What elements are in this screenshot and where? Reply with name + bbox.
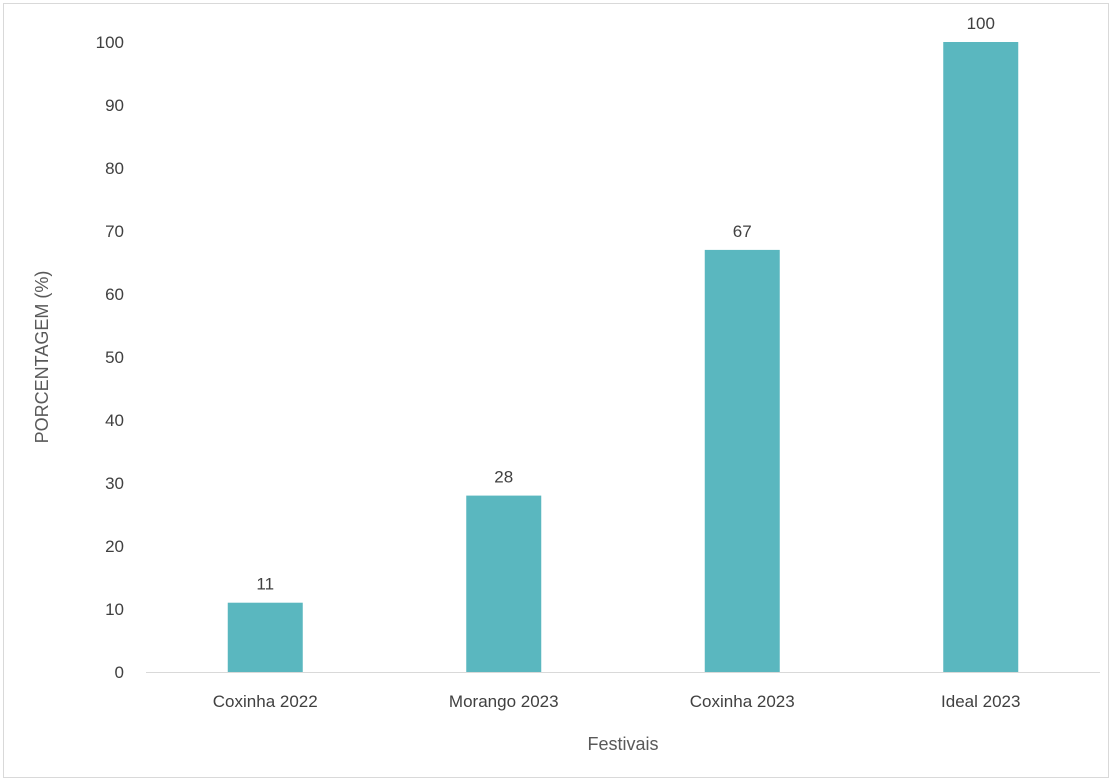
- y-tick-label: 70: [105, 222, 124, 241]
- y-tick-label: 60: [105, 285, 124, 304]
- y-tick-label: 90: [105, 96, 124, 115]
- x-category-label: Morango 2023: [449, 692, 559, 711]
- y-tick-label: 30: [105, 474, 124, 493]
- data-label: 100: [967, 14, 995, 33]
- data-labels: 11 28 67 100: [256, 14, 995, 594]
- x-category-label: Coxinha 2022: [213, 692, 318, 711]
- y-tick-label: 0: [115, 663, 124, 682]
- x-axis-categories: Coxinha 2022 Morango 2023 Coxinha 2023 Idea…: [213, 692, 1021, 711]
- data-label: 67: [733, 222, 752, 241]
- data-label: 28: [494, 468, 513, 487]
- chart-frame: 0 10 20 30 40 50 60 70 80 90 100 11 28 67 100 Coxinha…: [3, 3, 1109, 778]
- x-axis-title: Festivais: [587, 734, 658, 754]
- y-tick-label: 10: [105, 600, 124, 619]
- x-category-label: Ideal 2023: [941, 692, 1020, 711]
- bar-chart: 0 10 20 30 40 50 60 70 80 90 100 11 28 67 100 Coxinha…: [32, 14, 1100, 754]
- bar: [466, 495, 542, 672]
- bar: [227, 602, 303, 672]
- y-tick-label: 50: [105, 348, 124, 367]
- y-tick-label: 40: [105, 411, 124, 430]
- y-tick-label: 20: [105, 537, 124, 556]
- bar: [704, 249, 780, 672]
- bars: [227, 42, 1019, 672]
- y-tick-label: 100: [96, 33, 124, 52]
- y-axis-title: PORCENTAGEM (%): [32, 271, 52, 444]
- y-tick-label: 80: [105, 159, 124, 178]
- x-category-label: Coxinha 2023: [690, 692, 795, 711]
- y-axis-ticks: 0 10 20 30 40 50 60 70 80 90 100: [96, 33, 124, 682]
- bar: [943, 42, 1019, 672]
- data-label: 11: [256, 575, 274, 594]
